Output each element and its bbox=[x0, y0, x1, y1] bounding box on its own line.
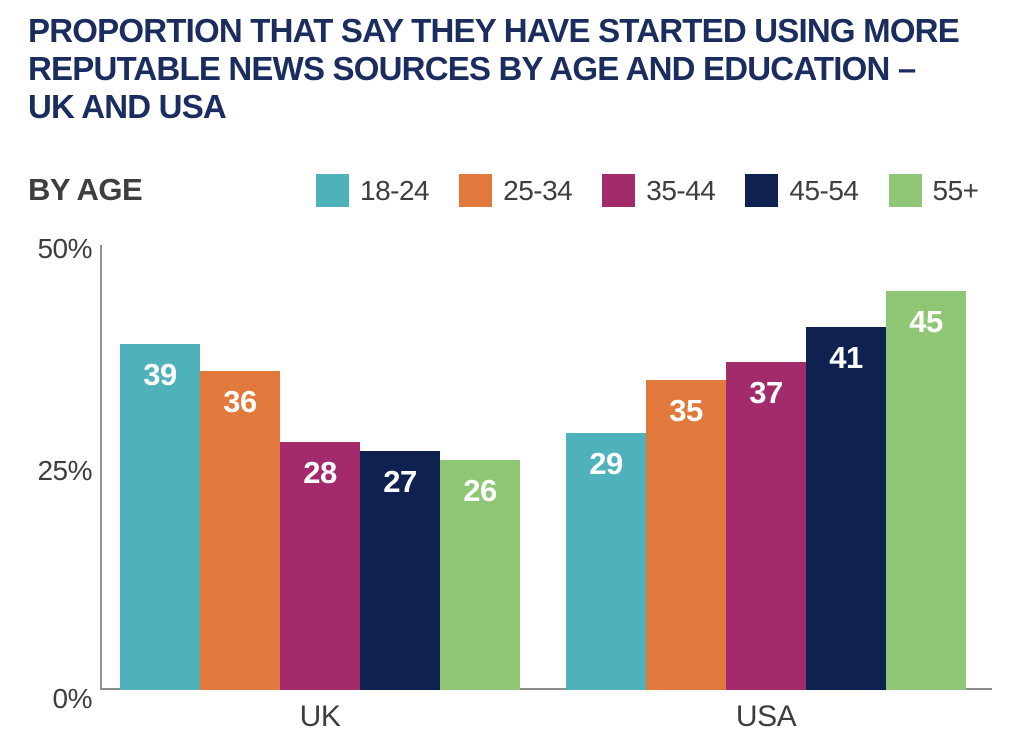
y-tick-0%: 0% bbox=[52, 683, 93, 714]
bar-value-label: 45 bbox=[909, 304, 943, 339]
chart-title-line-3: UK AND USA bbox=[28, 88, 227, 125]
bar-usa-35-44: 37 bbox=[726, 362, 806, 690]
bar-usa-45-54: 41 bbox=[806, 327, 886, 690]
chart-title-line-1: PROPORTION THAT SAY THEY HAVE STARTED US… bbox=[28, 12, 960, 49]
bar-uk-18-24: 39 bbox=[120, 344, 200, 690]
legend-item-25-34: 25-34 bbox=[459, 174, 573, 207]
legend-label: 45-54 bbox=[789, 174, 859, 206]
legend-swatch-icon bbox=[745, 174, 779, 207]
legend-swatch-icon bbox=[888, 174, 922, 207]
legend-item-45-54: 45-54 bbox=[745, 174, 859, 207]
bar-value-label: 39 bbox=[143, 357, 177, 392]
bar-value-label: 26 bbox=[463, 473, 497, 508]
legend-item-35-44: 35-44 bbox=[602, 174, 716, 207]
bar-uk-45-54: 27 bbox=[360, 451, 440, 690]
legend-item-55+: 55+ bbox=[888, 174, 980, 207]
legend-label: 55+ bbox=[932, 174, 980, 206]
legend-swatch-icon bbox=[316, 174, 349, 207]
bar-value-label: 37 bbox=[749, 375, 783, 410]
bar-uk-25-34: 36 bbox=[200, 371, 280, 690]
chart-title: PROPORTION THAT SAY THEY HAVE STARTED US… bbox=[28, 12, 960, 126]
bar-value-label: 41 bbox=[829, 340, 863, 375]
legend-swatch-icon bbox=[459, 174, 493, 207]
bar-uk-35-44: 28 bbox=[280, 442, 360, 690]
plot-area bbox=[100, 245, 992, 690]
bar-value-label: 36 bbox=[223, 384, 257, 419]
legend-item-18-24: 18-24 bbox=[316, 174, 430, 207]
x-label-usa: USA bbox=[735, 700, 797, 733]
legend-label: 18-24 bbox=[360, 174, 430, 206]
bar-value-label: 28 bbox=[303, 455, 337, 490]
bar-value-label: 27 bbox=[383, 464, 417, 499]
bar-value-label: 29 bbox=[589, 446, 623, 481]
bar-usa-18-24: 29 bbox=[566, 433, 646, 690]
chart-title-line-2: REPUTABLE NEWS SOURCES BY AGE AND EDUCAT… bbox=[28, 50, 916, 87]
section-label-by-age: BY AGE bbox=[28, 172, 143, 207]
legend-label: 25-34 bbox=[503, 174, 573, 206]
bar-uk-55+: 26 bbox=[440, 460, 520, 690]
bar-value-label: 35 bbox=[669, 393, 703, 428]
legend-swatch-icon bbox=[602, 174, 636, 207]
bar-group-uk: 39 36 28 27 26 bbox=[120, 344, 520, 690]
y-tick-25%: 25% bbox=[37, 454, 92, 486]
bar-usa-25-34: 35 bbox=[646, 380, 726, 690]
y-tick-50%: 50% bbox=[37, 233, 92, 264]
legend-label: 35-44 bbox=[646, 174, 716, 206]
bar-group-usa: 29 35 37 41 45 bbox=[566, 291, 966, 690]
bar-usa-55+: 45 bbox=[886, 291, 966, 690]
x-label-uk: UK bbox=[299, 700, 341, 733]
legend: 18-24 25-34 35-44 45-54 55+ bbox=[316, 174, 979, 207]
